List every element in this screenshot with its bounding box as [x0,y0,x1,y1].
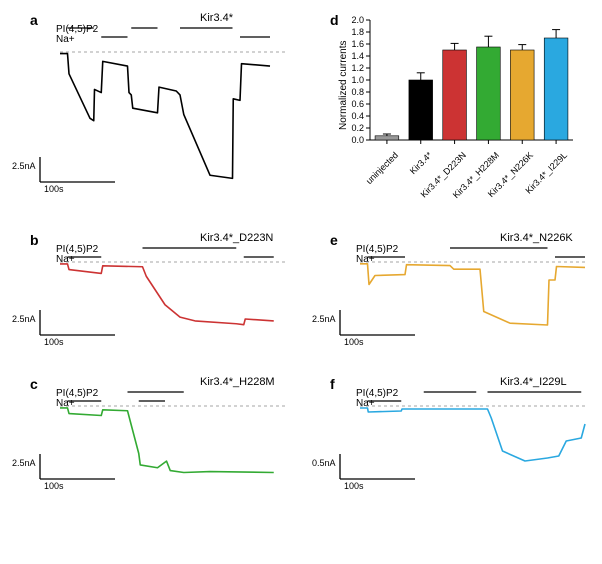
panel-c-ysb: 2.5nA [12,458,36,468]
svg-text:1.2: 1.2 [351,63,364,73]
svg-text:0.0: 0.0 [351,135,364,145]
panel-f-ysb: 0.5nA [312,458,336,468]
svg-text:1.0: 1.0 [351,75,364,85]
svg-text:0.4: 0.4 [351,111,364,121]
svg-text:2.0: 2.0 [351,15,364,25]
panel-b-xsb: 100s [44,337,64,347]
svg-text:0.2: 0.2 [351,123,364,133]
panel-a-ysb: 2.5nA [12,161,36,171]
panel-a-xsb: 100s [44,184,64,194]
svg-text:0.6: 0.6 [351,99,364,109]
panel-b-ysb: 2.5nA [12,314,36,324]
svg-text:1.8: 1.8 [351,27,364,37]
panel-e-ysb: 2.5nA [312,314,336,324]
figure-root: aKir3.4*PI(4,5)P2Na+2.5nA100sbKir3.4*_D2… [0,0,602,564]
panel-c-xsb: 100s [44,481,64,491]
panel-e-xsb: 100s [344,337,364,347]
svg-text:0.8: 0.8 [351,87,364,97]
bar-ylabel: Normalized currents [338,41,349,130]
panel-f-xsb: 100s [344,481,364,491]
svg-text:1.4: 1.4 [351,51,364,61]
svg-text:1.6: 1.6 [351,39,364,49]
